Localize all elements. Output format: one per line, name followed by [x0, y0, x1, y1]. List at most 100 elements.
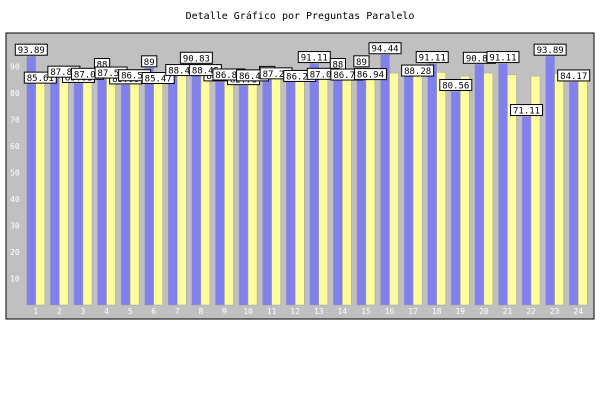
- bar-series-1-14: [333, 70, 343, 306]
- bar-series-2-18: [436, 72, 446, 306]
- data-label-box: [179, 51, 213, 64]
- x-axis-labels: 1 2 3 4 5 6 7 8 9 10 11 12 13 14 15 16 17 18 19 20 21 22 23 24: [33, 307, 583, 316]
- y-tick-label: 20: [10, 248, 20, 257]
- x-tick-label: 12: [290, 307, 300, 316]
- data-label-text: 86.94: [357, 71, 384, 81]
- data-label-text: 90.83: [466, 54, 493, 64]
- bar-series-1-15: [356, 67, 367, 306]
- bar-series-2-5: [129, 75, 140, 306]
- bar-series-2-1: [35, 77, 46, 306]
- data-label-box: [141, 72, 175, 85]
- data-label-text: 88.47: [168, 67, 195, 77]
- data-label-text: 86.46: [239, 72, 266, 82]
- data-label-text: 88.28: [404, 67, 431, 77]
- bar-series-1-22: [521, 116, 532, 306]
- data-label-series-2-17: 88.28: [401, 64, 435, 77]
- bar-series-2-22: [530, 75, 541, 306]
- bar-series-1-10: [238, 85, 249, 306]
- data-label-box: [401, 64, 435, 77]
- bar-series-1-9: [215, 81, 225, 306]
- bar-series-2-2: [59, 71, 69, 306]
- bar-series-1-6: [144, 67, 154, 306]
- bar-series-2-11: [271, 73, 281, 306]
- bar-series-2-8: [200, 70, 211, 306]
- data-label-text: 90.83: [183, 54, 210, 64]
- bar-series-2-24: [577, 75, 588, 306]
- data-label-box: [353, 68, 387, 81]
- bar-series-2-20: [483, 72, 494, 306]
- data-label-text: 91.11: [489, 54, 516, 64]
- data-label-series-2-15: 86.94: [353, 68, 387, 81]
- x-tick-label: 22: [526, 307, 536, 316]
- bar-series-1-12: [285, 75, 296, 306]
- y-tick-label: 40: [10, 195, 20, 204]
- x-tick-label: 1: [33, 307, 38, 316]
- x-tick-label: 14: [338, 307, 348, 316]
- data-label-text: 91.11: [419, 54, 446, 64]
- bar-series-1-13: [309, 63, 320, 306]
- data-label-series-1-22: 71.11: [510, 104, 544, 117]
- x-tick-label: 24: [573, 307, 583, 316]
- data-label-series-1-23: 93.89: [533, 43, 567, 56]
- data-label-box: [14, 43, 48, 56]
- x-tick-label: 9: [222, 307, 227, 316]
- data-label-text: 87.86: [50, 68, 77, 78]
- x-tick-label: 5: [128, 307, 133, 316]
- bar-series-1-21: [498, 63, 508, 306]
- bar-series-1-3: [73, 83, 84, 306]
- data-label-text: 93.89: [537, 46, 564, 56]
- data-label-series-1-13: 91.11: [297, 51, 331, 64]
- data-label-series-1-15: 89: [353, 55, 370, 68]
- y-tick-label: 30: [10, 222, 20, 231]
- data-label-text: 89: [144, 58, 155, 68]
- bar-series-2-16: [389, 72, 399, 306]
- bar-series-2-13: [318, 74, 329, 306]
- data-label-series-1-24: 84.17: [557, 69, 591, 82]
- data-label-text: 87.23: [263, 70, 290, 80]
- x-tick-label: 15: [361, 307, 371, 316]
- data-label-text: 94.44: [371, 45, 398, 55]
- bar-series-1-1: [26, 55, 37, 306]
- data-label-text: 93.89: [18, 46, 45, 56]
- data-label-text: 80.56: [442, 82, 469, 92]
- x-tick-label: 10: [243, 307, 253, 316]
- data-label-text: 71.11: [513, 107, 540, 117]
- x-tick-label: 7: [175, 307, 180, 316]
- x-tick-label: 4: [104, 307, 109, 316]
- bar-series-1-7: [168, 68, 178, 306]
- data-label-text: 88.45: [192, 67, 219, 77]
- bar-series-2-6: [153, 78, 163, 306]
- data-label-series-1-1: 93.89: [14, 43, 48, 56]
- bar-series-1-24: [568, 81, 579, 306]
- y-tick-label: 80: [10, 89, 20, 98]
- x-tick-label: 23: [550, 307, 560, 316]
- x-tick-label: 3: [81, 307, 86, 316]
- data-label-text: 91.11: [301, 54, 328, 64]
- data-label-text: 87.54: [97, 69, 124, 79]
- x-tick-label: 21: [503, 307, 513, 316]
- x-tick-label: 13: [314, 307, 324, 316]
- data-label-text: 85.47: [145, 75, 172, 85]
- y-tick-label: 70: [10, 116, 20, 125]
- bar-series-1-20: [474, 64, 485, 306]
- bar-series-1-11: [262, 78, 272, 306]
- data-label-text: 86.80: [215, 71, 242, 81]
- data-label-box: [439, 79, 473, 92]
- data-label-text: 86.78: [333, 71, 360, 81]
- bar-series-1-17: [403, 67, 414, 306]
- bar-series-1-16: [380, 54, 390, 306]
- bar-series-1-4: [97, 70, 107, 306]
- x-tick-label: 17: [408, 307, 418, 316]
- x-tick-label: 6: [151, 307, 156, 316]
- data-label-box: [486, 51, 520, 64]
- bar-series-1-8: [191, 64, 202, 306]
- data-label-text: 88: [332, 60, 343, 70]
- bar-series-2-21: [507, 74, 517, 306]
- data-label-series-1-6: 89: [141, 55, 158, 68]
- data-label-text: 84.17: [560, 72, 587, 82]
- bars-group: [26, 54, 588, 306]
- bar-series-2-10: [247, 75, 258, 306]
- x-tick-label: 16: [385, 307, 395, 316]
- y-tick-label: 90: [10, 63, 20, 72]
